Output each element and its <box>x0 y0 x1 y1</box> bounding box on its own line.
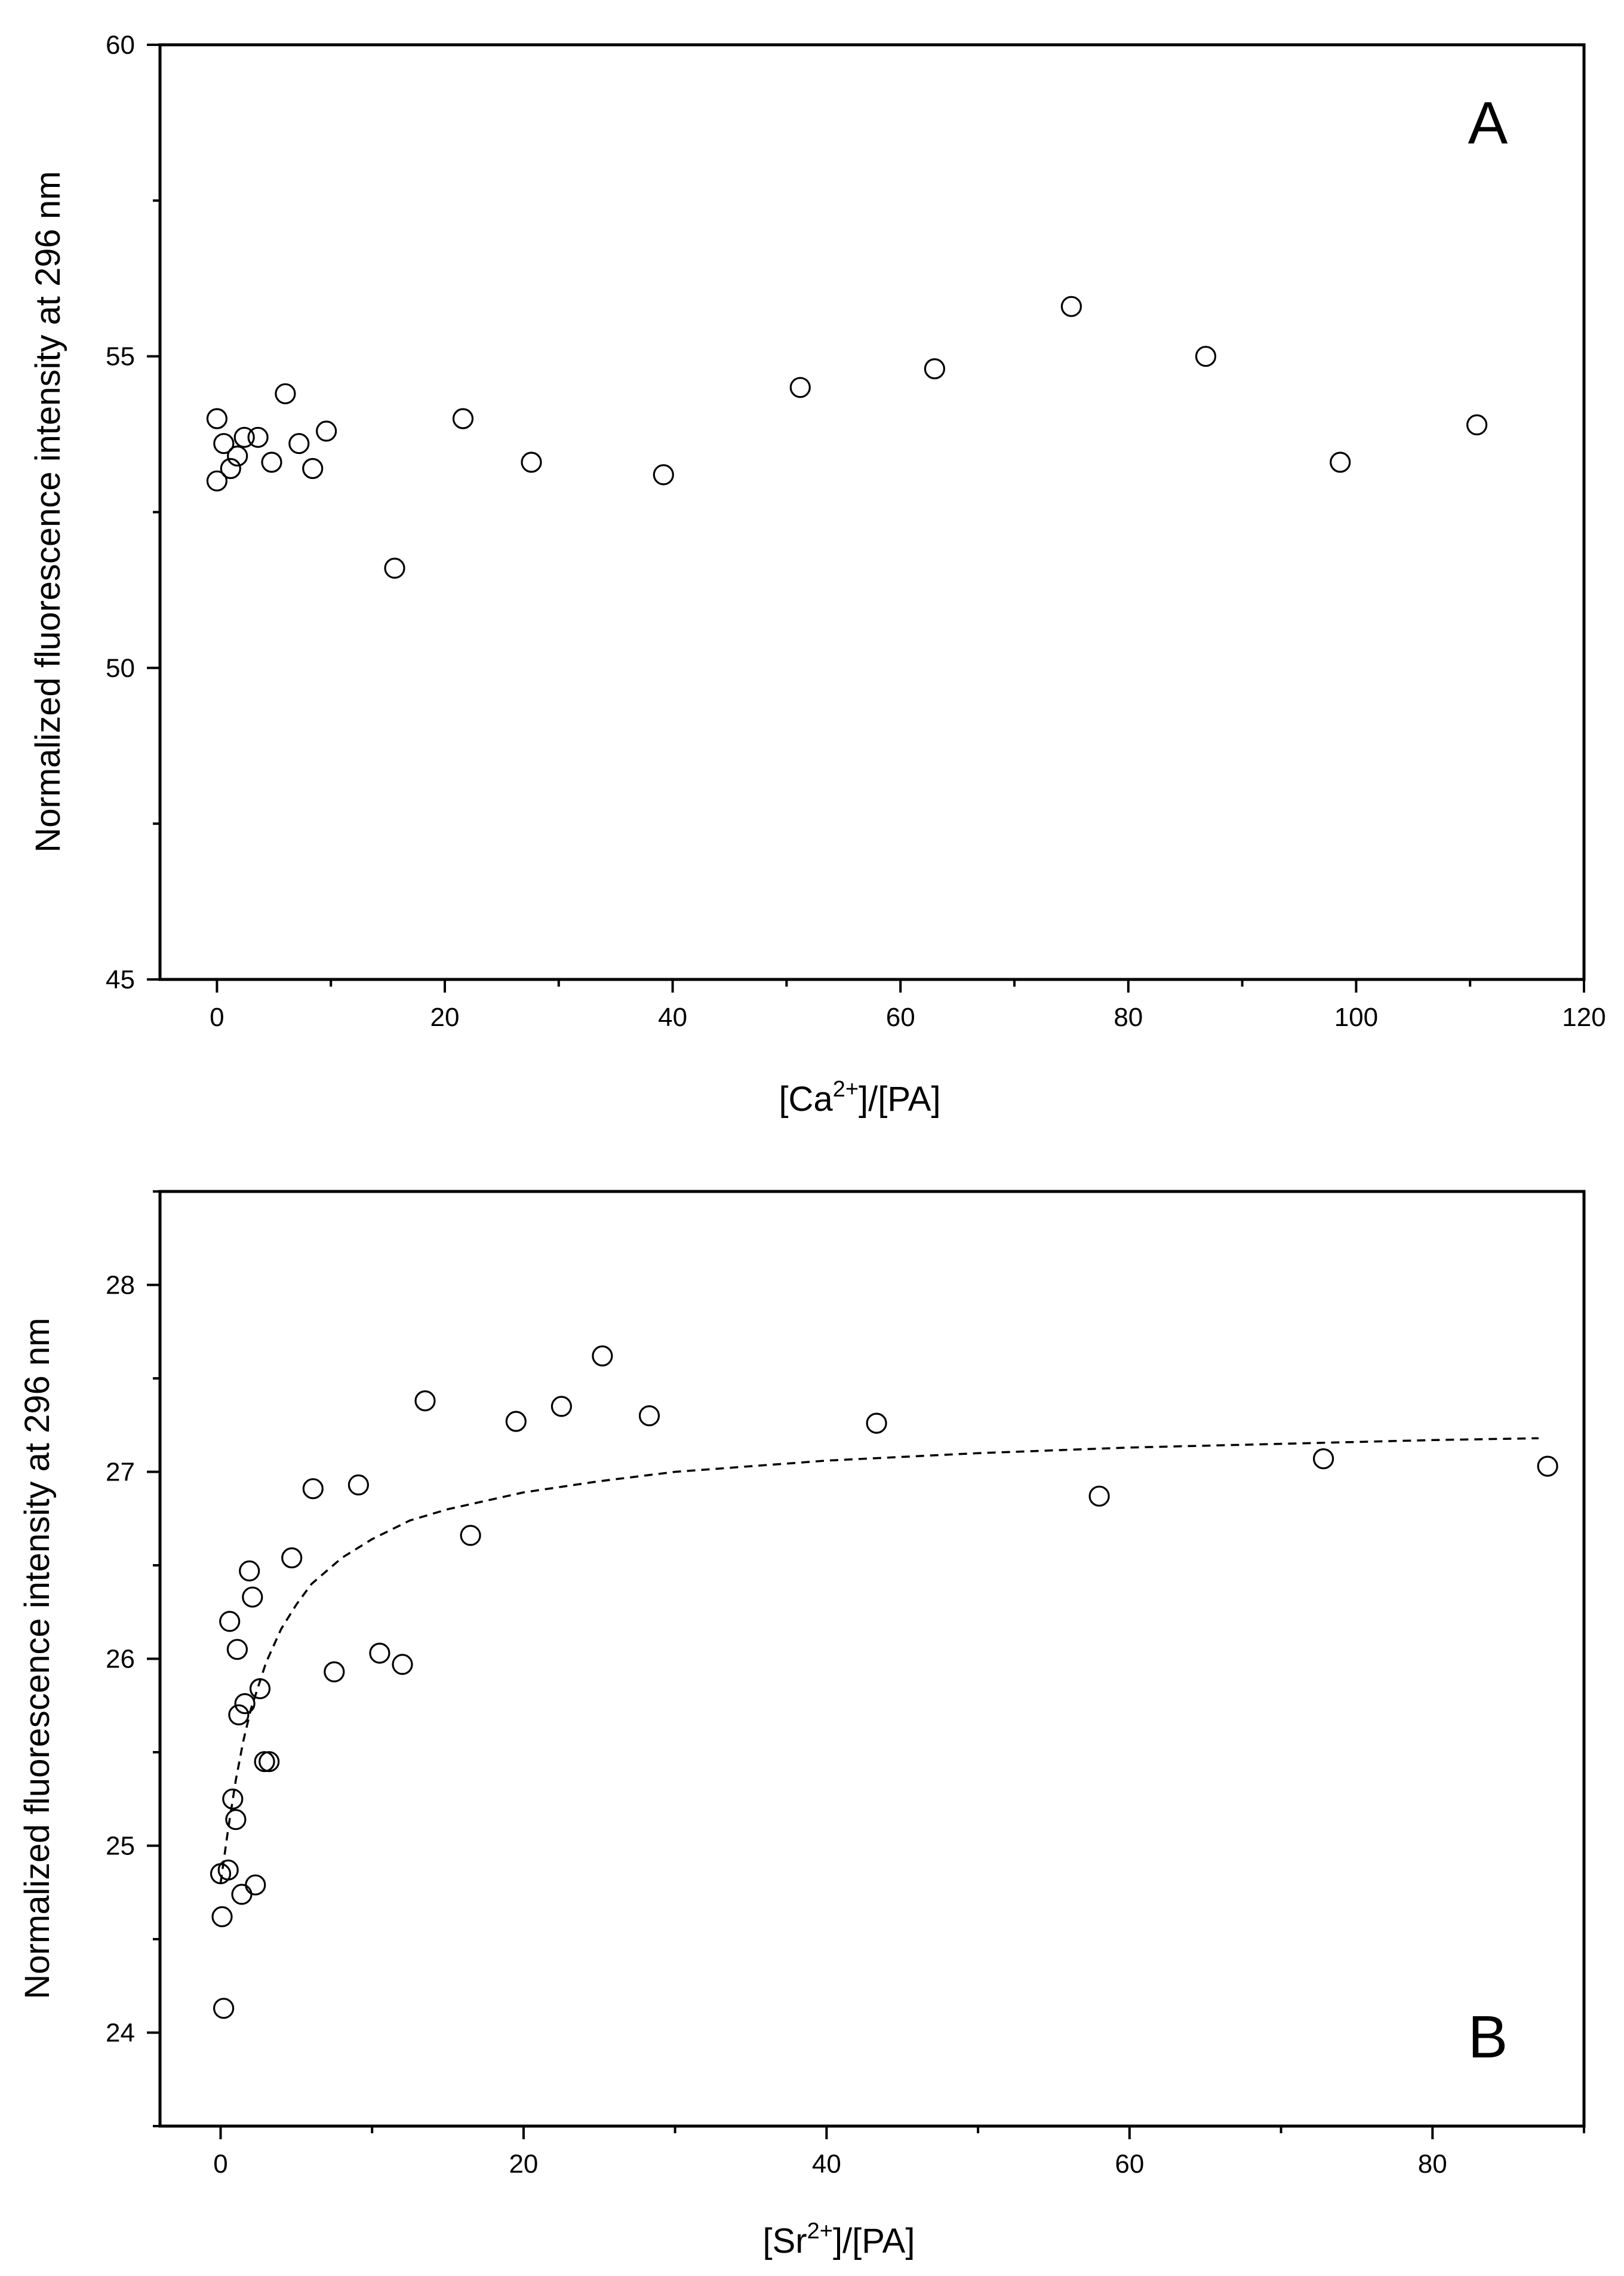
panel-b-ticks: 0 20 40 60 80 24 25 26 27 28 <box>106 1190 1585 2179</box>
panel-b-x-title-suffix: ]/[PA] <box>833 2222 915 2260</box>
panel-b-data-point <box>302 1478 324 1500</box>
panel-a-x-tick-label: 100 <box>1334 1003 1378 1032</box>
panel-b-x-tick-label: 60 <box>1115 2149 1144 2179</box>
panel-b-data-point <box>592 1345 613 1366</box>
panel-b-data-point <box>239 1560 260 1581</box>
panel-b-y-tick-label: 28 <box>106 1271 135 1300</box>
panel-a-x-title-superscript: 2+ <box>833 1077 859 1102</box>
panel-b-y-tick-label: 24 <box>106 2019 135 2048</box>
panel-b-data-point <box>226 1639 248 1660</box>
panel-a-data-point <box>288 433 310 454</box>
panel-a-data-point <box>275 383 296 404</box>
panel-a-data-point <box>1466 414 1488 436</box>
panel-b-data-point <box>254 1751 275 1773</box>
panel-a-x-tick-label: 120 <box>1562 1003 1605 1032</box>
panel-a-y-axis-title: Normalized fluorescence intensity at 296… <box>29 171 67 852</box>
panel-b-data-point <box>211 1906 233 1927</box>
panel-b-data-point <box>219 1611 241 1632</box>
panel-b-y-tick-label: 27 <box>106 1458 135 1487</box>
panel-b-data-point <box>231 1884 253 1905</box>
panel-b-data-point <box>259 1751 280 1773</box>
panel-b-data-point <box>638 1405 660 1427</box>
panel-a-y-tick-label: 55 <box>106 342 135 371</box>
panel-b-x-tick-label: 20 <box>509 2149 538 2179</box>
panel-b-x-title-prefix: [Sr <box>763 2222 807 2260</box>
panel-b-fit-curve <box>219 1437 1539 1884</box>
panel-a-ticks: 0 20 40 60 80 100 120 45 50 55 60 <box>106 30 1606 1032</box>
panel-b-y-tick-label: 25 <box>106 1832 135 1861</box>
panel-a-data-point <box>789 377 811 398</box>
panel-b-fit-layer <box>219 1437 1539 1884</box>
panel-a-data-point <box>247 426 269 448</box>
panel-a-y-tick-label: 60 <box>106 30 135 60</box>
panel-a-data-point <box>206 470 227 492</box>
panel-b-data-point <box>225 1809 247 1830</box>
panel-b-data-point <box>414 1390 436 1412</box>
panel-b-points <box>210 1345 1558 2019</box>
panel-b-plot-frame <box>158 1190 1586 2128</box>
panel-a-data-point <box>384 557 405 579</box>
panel-b-data-point <box>1537 1455 1558 1477</box>
panel-a-x-axis-title: [Ca2+]/[PA] <box>779 1077 940 1119</box>
panel-b-data-point <box>249 1678 271 1700</box>
panel-a-x-tick-label: 0 <box>210 1003 224 1032</box>
panel-b-data-point <box>234 1693 256 1715</box>
panel-a-data-point <box>452 408 474 429</box>
panel-b-x-tick-label: 40 <box>812 2149 841 2179</box>
panel-b-data-point <box>1088 1485 1110 1507</box>
panel-a-data-point <box>1330 451 1351 473</box>
panel-a-data-point <box>1195 346 1217 367</box>
panel-a-label: A <box>1468 90 1508 156</box>
panel-a-data-point <box>315 420 337 442</box>
panel-b-x-axis-title: [Sr2+]/[PA] <box>763 2219 915 2260</box>
panel-a-data-point <box>233 426 255 448</box>
panel-b-data-point <box>242 1586 263 1608</box>
panel-b-data-point <box>369 1642 390 1664</box>
panel-b-label: B <box>1468 2004 1508 2071</box>
panel-a-data-point <box>220 457 241 480</box>
panel-b-data-point <box>392 1654 413 1675</box>
panel-b-data-point <box>505 1411 527 1432</box>
panel-a-x-tick-label: 20 <box>430 1003 460 1032</box>
panel-b-y-axis-title: Normalized fluorescence intensity at 296… <box>18 1317 57 1999</box>
panel-a-x-tick-label: 80 <box>1114 1003 1143 1032</box>
panel-a-points <box>206 296 1488 579</box>
panel-b-x-title-superscript: 2+ <box>807 2219 833 2244</box>
panel-a-y-tick-label: 45 <box>106 965 135 994</box>
panel-b-data-point <box>245 1874 266 1896</box>
panel-a-data-point <box>1060 296 1082 317</box>
panel-b-data-point <box>228 1704 250 1725</box>
panel-a-x-title-prefix: [Ca <box>779 1080 833 1119</box>
panel-a-x-title-suffix: ]/[PA] <box>859 1080 941 1119</box>
panel-a-y-tick-label: 50 <box>106 653 135 683</box>
panel-a: 0 20 40 60 80 100 120 45 50 55 60 A Normalized flu… <box>29 30 1606 1119</box>
panel-a-data-point <box>302 457 324 480</box>
panel-b-data-point <box>324 1661 345 1682</box>
panel-b-data-point <box>347 1474 370 1495</box>
panel-b-data-point <box>213 1998 235 2019</box>
panel-a-plot-frame <box>158 43 1586 981</box>
panel-b-data-point <box>460 1525 481 1546</box>
panel-b-data-point <box>866 1412 887 1434</box>
panel-b-data-point <box>550 1396 573 1417</box>
panel-a-data-point <box>924 358 946 380</box>
panel-b-data-point <box>281 1547 303 1569</box>
panel-a-data-point <box>206 408 227 429</box>
panel-b-data-point <box>1313 1448 1334 1470</box>
panel-b-y-tick-label: 26 <box>106 1645 135 1674</box>
panel-b: 0 20 40 60 80 24 25 26 27 28 B Normalized fluores… <box>18 1190 1586 2260</box>
panel-a-x-tick-label: 60 <box>886 1003 915 1032</box>
panel-a-data-point <box>653 464 674 486</box>
panel-a-data-point <box>213 433 235 454</box>
panel-b-x-tick-label: 0 <box>213 2149 227 2179</box>
panel-b-data-point <box>222 1788 244 1810</box>
panel-a-data-point <box>227 445 248 467</box>
panel-a-data-point <box>261 451 282 473</box>
panel-b-data-point <box>217 1859 239 1881</box>
panel-a-x-tick-label: 40 <box>658 1003 687 1032</box>
panel-a-data-point <box>521 451 542 473</box>
panel-b-x-tick-label: 80 <box>1418 2149 1447 2179</box>
